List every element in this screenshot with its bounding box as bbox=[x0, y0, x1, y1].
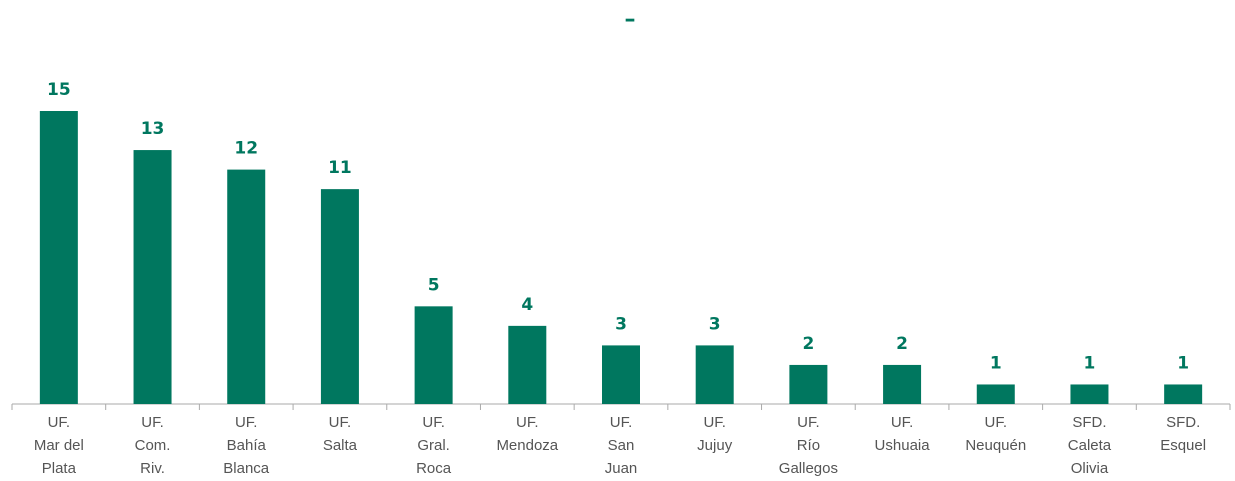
value-label: 11 bbox=[328, 158, 352, 178]
x-tick-label: SFD. Caleta Olivia bbox=[1068, 414, 1112, 477]
bar bbox=[1070, 384, 1109, 404]
bar bbox=[976, 384, 1015, 404]
bar bbox=[602, 345, 640, 404]
value-label: 3 bbox=[615, 314, 627, 334]
bar bbox=[320, 189, 359, 404]
x-tick-label: UF. Jujuy bbox=[697, 414, 733, 454]
bar bbox=[133, 150, 172, 404]
value-label: 2 bbox=[896, 334, 908, 354]
x-tick-label: UF. Río Gallegos bbox=[779, 414, 838, 477]
x-tick-label: UF. Salta bbox=[323, 414, 358, 454]
x-tick-label: UF. Ushuaia bbox=[875, 414, 931, 454]
x-tick-label: UF. Com. Riv. bbox=[135, 414, 171, 477]
x-tick-label: UF. Bahía Blanca bbox=[223, 414, 270, 477]
value-label: 2 bbox=[802, 334, 814, 354]
value-label: 12 bbox=[234, 139, 258, 159]
value-label: 13 bbox=[141, 119, 165, 139]
x-tick-label: UF. Mar del Plata bbox=[34, 414, 84, 477]
x-tick-label: UF. Mendoza bbox=[496, 414, 558, 454]
value-label: 3 bbox=[709, 314, 721, 334]
value-label: 4 bbox=[521, 295, 533, 315]
value-label: 1 bbox=[1177, 353, 1189, 373]
chart-title: – bbox=[625, 7, 636, 32]
bar bbox=[883, 364, 922, 404]
value-label: 1 bbox=[1084, 353, 1096, 373]
bar bbox=[39, 111, 78, 404]
bar bbox=[789, 364, 828, 404]
x-tick-label: UF. San Juan bbox=[605, 414, 638, 477]
bar bbox=[227, 169, 266, 404]
value-label: 15 bbox=[47, 80, 71, 100]
x-tick-label: UF. Gral. Roca bbox=[416, 414, 452, 477]
bar bbox=[695, 345, 734, 404]
bar bbox=[414, 306, 453, 404]
bar bbox=[508, 325, 547, 404]
bar bbox=[1164, 384, 1203, 404]
x-tick-label: SFD. Esquel bbox=[1160, 414, 1206, 454]
x-tick-label: UF. Neuquén bbox=[965, 414, 1026, 454]
value-label: 5 bbox=[428, 275, 440, 295]
value-label: 1 bbox=[990, 353, 1002, 373]
